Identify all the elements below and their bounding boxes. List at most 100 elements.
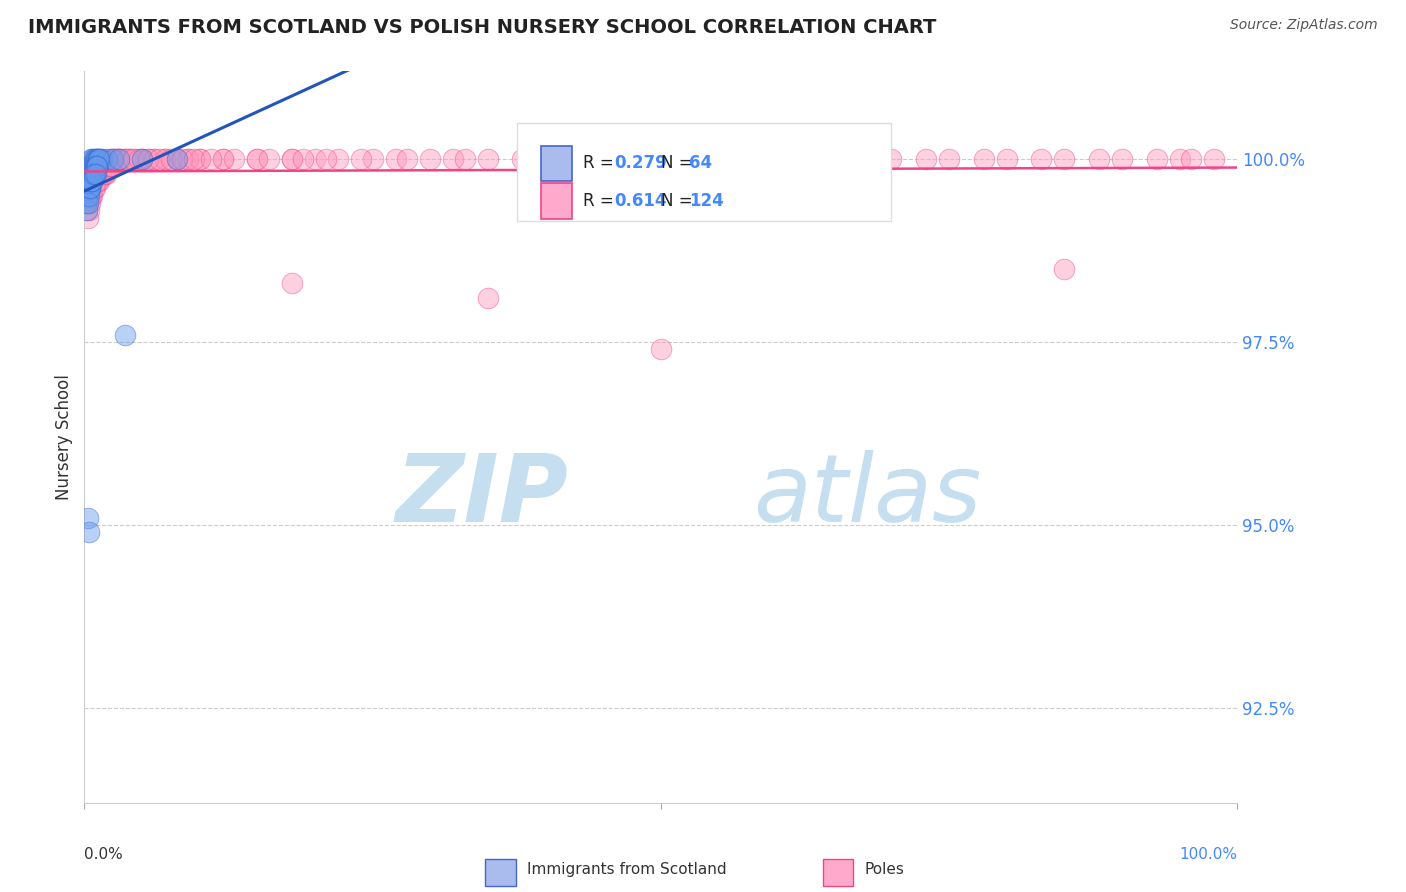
Point	[103, 160, 124, 174]
Point	[82, 174, 104, 188]
Point	[76, 160, 98, 174]
Point	[83, 167, 105, 181]
Point	[823, 152, 845, 166]
Point	[1168, 152, 1191, 166]
Point	[83, 174, 105, 188]
Point	[80, 174, 103, 188]
Point	[101, 152, 124, 166]
Text: N =: N =	[661, 154, 697, 172]
Point	[91, 167, 114, 181]
Point	[77, 181, 100, 195]
Point	[800, 152, 823, 166]
Point	[98, 160, 121, 174]
Point	[477, 152, 499, 166]
Point	[80, 174, 103, 188]
Point	[742, 152, 765, 166]
Point	[77, 167, 100, 181]
Point	[76, 196, 98, 211]
Point	[120, 152, 142, 166]
Point	[183, 152, 205, 166]
Point	[86, 174, 108, 188]
Point	[82, 160, 104, 174]
Point	[177, 152, 200, 166]
Point	[80, 174, 103, 188]
Point	[257, 152, 280, 166]
Point	[96, 160, 118, 174]
Point	[83, 167, 105, 181]
Y-axis label: Nursery School: Nursery School	[55, 374, 73, 500]
Point	[76, 188, 98, 202]
Point	[76, 203, 98, 218]
Point	[76, 510, 98, 524]
Point	[90, 167, 112, 181]
Point	[93, 167, 115, 181]
Point	[707, 152, 730, 166]
Point	[76, 188, 98, 202]
Point	[77, 188, 100, 202]
Point	[82, 174, 104, 188]
Point	[101, 160, 124, 174]
Point	[292, 152, 315, 166]
Text: Source: ZipAtlas.com: Source: ZipAtlas.com	[1230, 18, 1378, 32]
Point	[1204, 152, 1226, 166]
Point	[108, 152, 131, 166]
Point	[86, 152, 108, 166]
Point	[281, 152, 304, 166]
Point	[105, 152, 128, 166]
Point	[82, 181, 104, 195]
Point	[650, 152, 672, 166]
Point	[80, 174, 103, 188]
Point	[86, 160, 108, 174]
Point	[83, 152, 105, 166]
Point	[326, 152, 349, 166]
Point	[1053, 152, 1076, 166]
Point	[83, 167, 105, 181]
Point	[89, 152, 111, 166]
Point	[84, 152, 107, 166]
Point	[80, 181, 103, 195]
Point	[79, 181, 101, 195]
Point	[84, 160, 107, 174]
Point	[87, 160, 110, 174]
Point	[115, 152, 138, 166]
Point	[80, 160, 103, 174]
Point	[90, 167, 112, 181]
Point	[172, 152, 194, 166]
Point	[89, 174, 111, 188]
Point	[80, 188, 103, 202]
Point	[87, 167, 110, 181]
Point	[973, 152, 995, 166]
Point	[188, 152, 211, 166]
Point	[98, 152, 121, 166]
Point	[82, 152, 104, 166]
Point	[76, 203, 98, 218]
Point	[83, 167, 105, 181]
Text: Immigrants from Scotland: Immigrants from Scotland	[527, 863, 727, 877]
Point	[246, 152, 269, 166]
Point	[83, 181, 105, 195]
Point	[995, 152, 1018, 166]
Point	[89, 152, 111, 166]
Point	[315, 152, 337, 166]
Point	[83, 167, 105, 181]
Point	[200, 152, 222, 166]
Point	[166, 152, 188, 166]
Point	[1146, 152, 1168, 166]
Point	[83, 167, 105, 181]
Point	[76, 174, 98, 188]
Point	[131, 152, 153, 166]
Point	[153, 152, 176, 166]
Point	[103, 152, 124, 166]
Point	[938, 152, 960, 166]
Point	[384, 152, 406, 166]
Point	[858, 152, 880, 166]
Point	[87, 152, 110, 166]
Point	[83, 181, 105, 195]
Point	[79, 181, 101, 195]
Point	[121, 152, 143, 166]
Point	[87, 152, 110, 166]
Point	[77, 203, 100, 218]
Point	[96, 152, 118, 166]
Point	[79, 167, 101, 181]
Text: atlas: atlas	[754, 450, 981, 541]
